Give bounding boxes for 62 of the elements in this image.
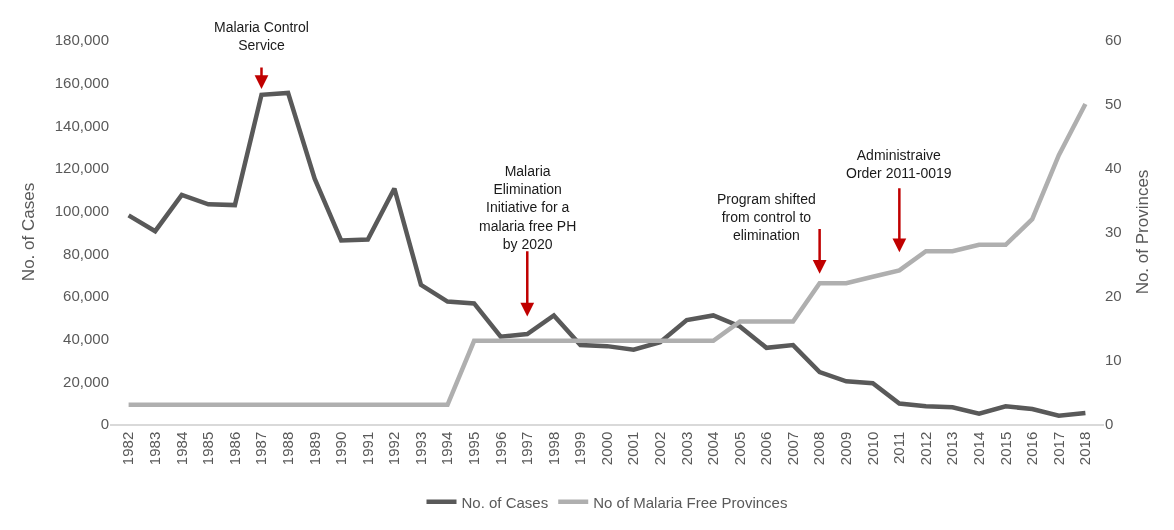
y2-tick-label: 40 [1105,159,1122,177]
x-tick-label: 1987 [252,431,270,466]
x-tick-label: 2007 [783,431,801,466]
annotation: Administraive Order 2011-0019 [846,147,952,182]
y2-axis-title: No. of Provinces [1133,169,1153,295]
x-tick-label: 2018 [1076,431,1094,466]
y-tick-label: 40,000 [63,329,109,347]
x-tick-label: 1996 [491,431,509,466]
x-tick-label: 2002 [651,431,669,466]
x-tick-label: 2016 [1023,431,1041,466]
y-tick-label: 140,000 [54,116,109,134]
y2-tick-label: 10 [1105,351,1122,369]
x-tick-label: 1991 [358,431,376,466]
y-tick-label: 160,000 [54,73,109,91]
x-tick-label: 1997 [518,431,536,466]
x-tick-label: 2008 [810,431,828,466]
x-tick-label: 2012 [916,431,934,466]
legend-label: No of Malaria Free Provinces [593,493,788,511]
y-tick-label: 80,000 [63,244,109,262]
annotation: Malaria Elimination Initiative for a malaria free PH by 2020 [479,163,577,252]
x-tick-label: 2017 [1049,431,1067,466]
x-tick-label: 1989 [305,431,323,466]
annotation: Malaria Control Service [214,19,309,54]
x-tick-label: 2006 [757,431,775,466]
x-tick-label: 1999 [571,431,589,466]
y2-tick-label: 60 [1105,31,1122,49]
x-tick-label: 1986 [225,431,243,466]
x-tick-label: 2010 [863,431,881,466]
y-axis-title: No. of Cases [19,182,39,282]
x-tick-label: 2005 [730,431,748,466]
x-tick-label: 1983 [146,431,164,466]
y-tick-label: 60,000 [63,287,109,305]
y2-tick-label: 0 [1105,415,1114,433]
x-tick-label: 2014 [969,431,987,466]
y-tick-label: 120,000 [54,159,109,177]
x-tick-label: 1990 [332,431,350,466]
y2-tick-label: 20 [1105,287,1122,305]
legend-label: No. of Cases [461,493,549,511]
y2-tick-label: 50 [1105,95,1122,113]
x-tick-label: 2009 [837,431,855,466]
x-tick-label: 2011 [890,431,908,465]
y-tick-label: 20,000 [63,372,109,390]
x-tick-label: 1992 [385,431,403,466]
x-tick-label: 2004 [704,431,722,466]
x-tick-label: 2001 [624,431,642,466]
x-tick-label: 2000 [597,431,615,466]
x-tick-label: 1995 [464,431,482,466]
x-tick-label: 1982 [119,431,137,466]
x-tick-label: 1984 [172,431,190,466]
y-tick-label: 0 [100,415,109,433]
x-tick-label: 1993 [411,431,429,466]
y-tick-label: 100,000 [54,201,109,219]
y2-tick-label: 30 [1105,223,1122,241]
y-tick-label: 180,000 [54,31,109,49]
x-tick-label: 1985 [199,431,217,466]
x-tick-label: 1998 [544,431,562,466]
x-tick-label: 2003 [677,431,695,466]
x-tick-label: 2015 [996,431,1014,466]
annotation: Program shifted from control to elimination [717,191,816,244]
x-tick-label: 1988 [278,431,296,466]
x-tick-label: 2013 [943,431,961,466]
x-tick-label: 1994 [438,431,456,466]
